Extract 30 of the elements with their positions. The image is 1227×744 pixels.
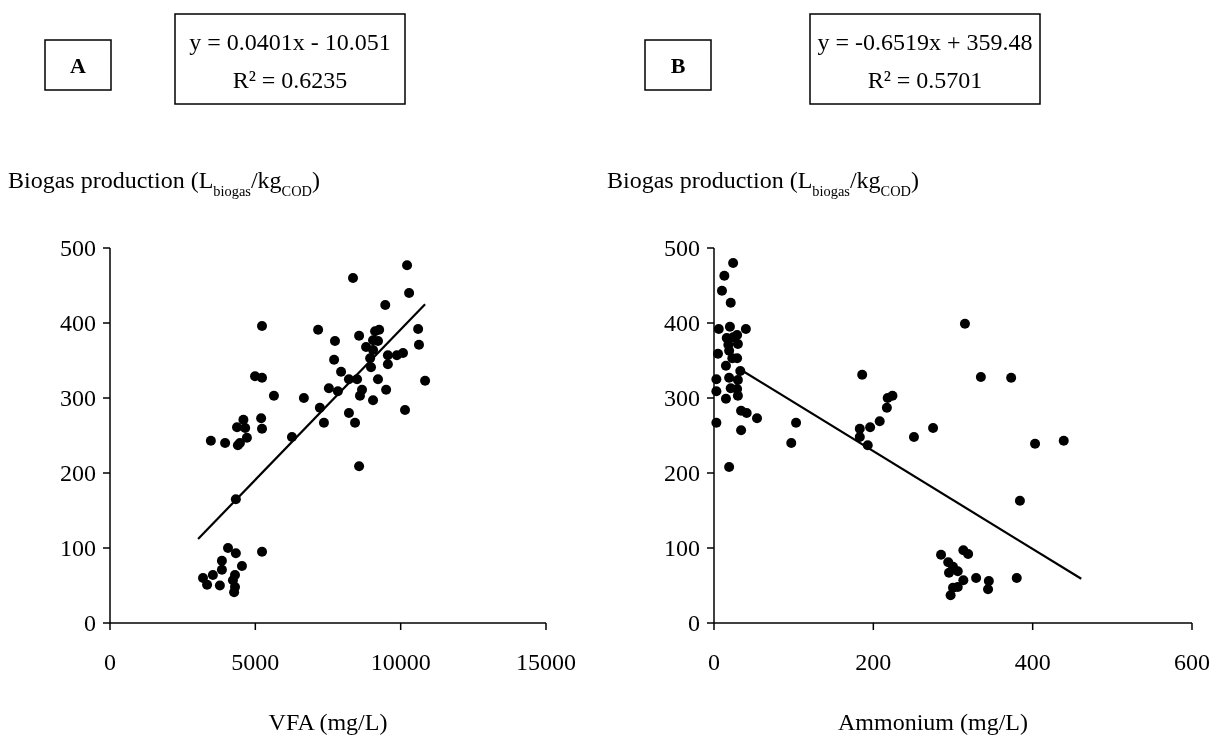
y-axis-title: Biogas production (L$_{biogas}$/kg$_{COD}$) [607,167,919,199]
y-axis-title: Biogas production (L$_{biogas}$/kg$_{COD}$) [8,167,320,199]
y-tick-label: 200 [664,460,700,486]
text: R² = 0.5701 [867,67,983,93]
x-tick-label: 10000 [370,649,431,675]
x-tick-label: 15000 [516,649,576,675]
chart-title: B [670,53,686,78]
y-tick-label: 0 [84,610,96,636]
y-tick-label: 0 [688,610,700,636]
y-tick-label: 500 [664,235,700,261]
chart-title: A [70,53,87,78]
text: y = -0.6519x + 359.48 [817,29,1033,55]
y-tick-label: 400 [664,310,700,336]
x-axis-title: Ammonium (mg/L) [838,709,1028,735]
x-axis-title: VFA (mg/L) [268,709,388,735]
y-tick-label: 400 [60,310,96,336]
x-tick-label: 600 [1174,649,1210,675]
text: R² = 0.6235 [232,67,348,93]
y-tick-label: 300 [664,385,700,411]
x-tick-label: 400 [1014,649,1051,675]
y-tick-label: 100 [664,535,700,561]
text: y = 0.0401x - 10.051 [189,29,391,55]
y-tick-label: 200 [60,460,96,486]
x-tick-label: 5000 [231,649,280,675]
x-tick-label: 0 [708,649,720,675]
x-tick-label: 200 [855,649,892,675]
y-tick-label: 100 [60,535,96,561]
y-tick-label: 300 [60,385,96,411]
y-tick-label: 500 [60,235,96,261]
x-tick-label: 0 [104,649,116,675]
